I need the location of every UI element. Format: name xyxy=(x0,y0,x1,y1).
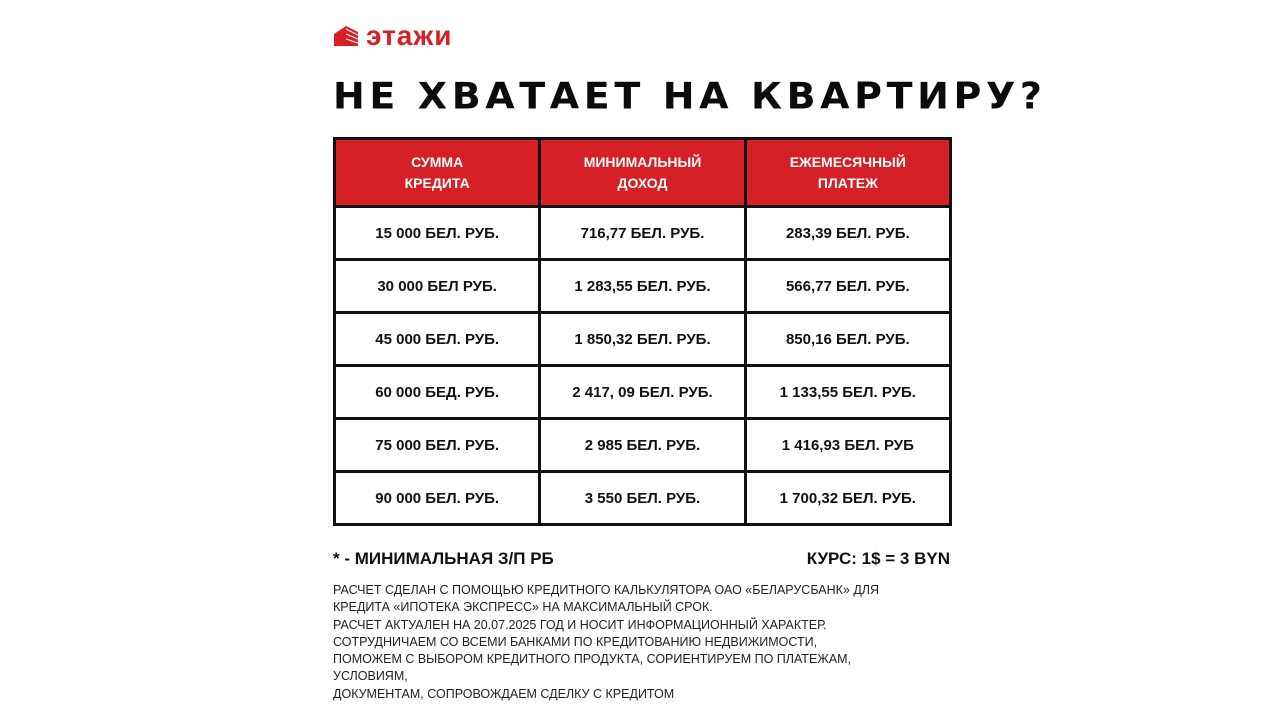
cell-amount: 90 000 БЕЛ. РУБ. xyxy=(332,470,542,526)
cell-income: 3 550 БЕЛ. РУБ. xyxy=(538,470,747,526)
cell-payment: 1 416,93 БЕЛ. РУБ xyxy=(743,417,953,473)
table-row: 15 000 БЕЛ. РУБ. 716,77 БЕЛ. РУБ. 283,39 Б… xyxy=(332,205,953,261)
cell-income: 716,77 БЕЛ. РУБ. xyxy=(538,205,747,261)
table-row: 45 000 БЕЛ. РУБ. 1 850,32 БЕЛ. РУБ. 850,16… xyxy=(332,311,953,367)
exchange-rate-note: КУРС: 1$ = 3 BYN xyxy=(806,549,950,568)
cell-payment: 566,77 БЕЛ. РУБ. xyxy=(743,258,953,314)
header-line: ЕЖЕМЕСЯЧНЫЙ xyxy=(789,153,906,170)
table-row: 60 000 БЕД. РУБ. 2 417, 09 БЕЛ. РУБ. 1 133… xyxy=(332,364,953,420)
disclaimer-line: РАСЧЕТ АКТУАЛЕН НА 20.07.2025 ГОД И НОСИ… xyxy=(333,617,827,632)
table-header-row: СУММА КРЕДИТА МИНИМАЛЬНЫЙ ДОХОД ЕЖЕМЕСЯЧНЫ… xyxy=(332,137,953,208)
min-wage-note: * - МИНИМАЛЬНАЯ З/П РБ xyxy=(333,549,554,568)
cell-income: 2 417, 09 БЕЛ. РУБ. xyxy=(538,364,747,420)
cell-amount: 75 000 БЕЛ. РУБ. xyxy=(332,417,542,473)
building-logo-icon xyxy=(334,26,358,46)
table-row: 30 000 БЕЛ РУБ. 1 283,55 БЕЛ. РУБ. 566,77 … xyxy=(332,258,953,314)
header-line: ДОХОД xyxy=(617,174,668,191)
disclaimer-line: КРЕДИТА «ИПОТЕКА ЭКСПРЕСС» НА МАКСИМАЛЬН… xyxy=(333,600,713,615)
disclaimer-line: ДОКУМЕНТАМ, СОПРОВОЖДАЕМ СДЕЛКУ С КРЕДИТ… xyxy=(333,686,675,701)
header-line: КРЕДИТА xyxy=(404,174,470,191)
header-line: МИНИМАЛЬНЫЙ xyxy=(583,153,702,170)
cell-income: 1 850,32 БЕЛ. РУБ. xyxy=(538,311,747,367)
header-loan-amount: СУММА КРЕДИТА xyxy=(332,137,542,208)
disclaimer-line: СОТРУДНИЧАЕМ СО ВСЕМИ БАНКАМИ ПО КРЕДИТО… xyxy=(333,634,818,649)
disclaimer-line: РАСЧЕТ СДЕЛАН С ПОМОЩЬЮ КРЕДИТНОГО КАЛЬК… xyxy=(333,583,880,597)
header-line: СУММА xyxy=(411,153,464,170)
cell-income: 1 283,55 БЕЛ. РУБ. xyxy=(538,258,747,314)
disclaimer-line: УСЛОВИЯМ, xyxy=(333,669,408,684)
table-row: 75 000 БЕЛ. РУБ. 2 985 БЕЛ. РУБ. 1 416,93 … xyxy=(332,417,953,473)
credit-table: СУММА КРЕДИТА МИНИМАЛЬНЫЙ ДОХОД ЕЖЕМЕСЯЧНЫ… xyxy=(332,137,953,526)
cell-payment: 283,39 БЕЛ. РУБ. xyxy=(743,205,953,261)
cell-amount: 30 000 БЕЛ РУБ. xyxy=(332,258,542,314)
cell-payment: 1 700,32 БЕЛ. РУБ. xyxy=(743,470,953,526)
page-title: НЕ ХВАТАЕТ НА КВАРТИРУ? xyxy=(333,75,1047,117)
header-line: ПЛАТЕЖ xyxy=(817,174,878,191)
cell-payment: 1 133,55 БЕЛ. РУБ. xyxy=(743,364,953,420)
table-row: 90 000 БЕЛ. РУБ. 3 550 БЕЛ. РУБ. 1 700,32 … xyxy=(332,470,953,526)
cell-amount: 15 000 БЕЛ. РУБ. xyxy=(332,205,542,261)
header-monthly-payment: ЕЖЕМЕСЯЧНЫЙ ПЛАТЕЖ xyxy=(743,137,953,208)
disclaimer: РАСЧЕТ СДЕЛАН С ПОМОЩЬЮ КРЕДИТНОГО КАЛЬК… xyxy=(333,582,879,703)
cell-income: 2 985 БЕЛ. РУБ. xyxy=(538,417,747,473)
logo: этажи xyxy=(334,22,452,50)
header-min-income: МИНИМАЛЬНЫЙ ДОХОД xyxy=(538,137,747,208)
logo-text: этажи xyxy=(366,20,453,51)
cell-payment: 850,16 БЕЛ. РУБ. xyxy=(743,311,953,367)
cell-amount: 45 000 БЕЛ. РУБ. xyxy=(332,311,542,367)
disclaimer-line: ПОМОЖЕМ С ВЫБОРОМ КРЕДИТНОГО ПРОДУКТА, С… xyxy=(333,652,852,667)
cell-amount: 60 000 БЕД. РУБ. xyxy=(332,364,542,420)
